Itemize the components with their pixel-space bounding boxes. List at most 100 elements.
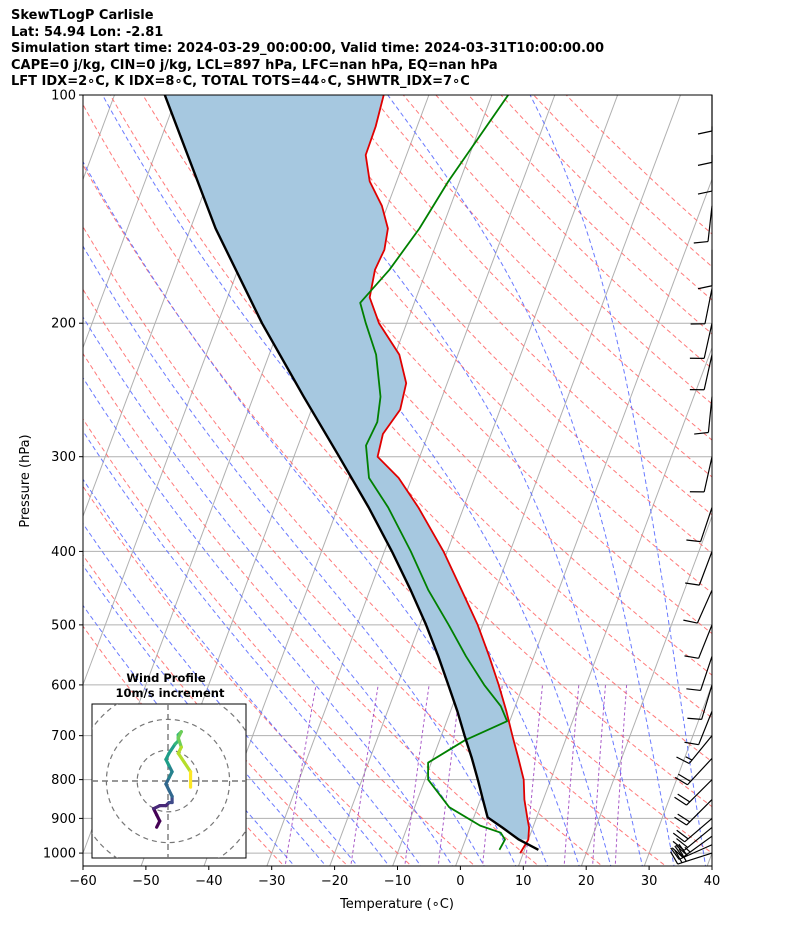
wind-barb — [697, 249, 713, 290]
wind-barb-staff — [707, 205, 713, 242]
isotherm-line — [517, 346, 712, 866]
wind-barb-staff — [703, 456, 713, 492]
moist-adiabat — [387, 95, 675, 866]
wind-barb-full — [677, 813, 691, 823]
wind-barb-full — [672, 840, 685, 851]
isotherm-line — [643, 683, 712, 866]
wind-barb-staff — [703, 323, 713, 359]
wind-barb — [697, 95, 713, 135]
wind-barb-full — [697, 130, 713, 135]
wind-barb — [690, 288, 713, 325]
wind-barb — [674, 799, 713, 826]
wind-barb-full — [697, 161, 713, 166]
y-tick-label: 1000 — [43, 847, 76, 862]
wind-barb-staff — [703, 354, 713, 390]
wind-barb — [687, 684, 713, 720]
wind-barb-full — [674, 850, 683, 864]
wind-barb — [689, 354, 713, 391]
wind-barb — [686, 656, 713, 692]
hodograph-trace-segment — [167, 742, 177, 755]
y-tick-label: 500 — [51, 618, 76, 633]
mixing-ratio-line — [284, 684, 317, 866]
wind-barb-staff — [683, 826, 713, 851]
wind-barb-staff — [704, 288, 713, 324]
y-tick-label: 400 — [51, 545, 76, 560]
moist-adiabat — [83, 376, 453, 866]
wind-barb — [671, 835, 713, 858]
time-line: Simulation start time: 2024-03-29_00:00:… — [11, 41, 604, 56]
hodograph-trace-segment — [176, 751, 186, 765]
mixing-ratio-line — [592, 684, 606, 866]
wind-barb-full — [676, 829, 689, 840]
x-tick-label: −30 — [258, 874, 285, 889]
wind-barbs — [670, 95, 713, 865]
sounding-series — [163, 95, 539, 854]
isotherm-line — [580, 514, 712, 866]
parcel-profile-line — [163, 95, 539, 851]
wind-barb-full — [674, 776, 688, 786]
wind-barb — [697, 126, 713, 166]
y-tick-label: 900 — [51, 812, 76, 827]
dry-adiabat — [83, 554, 349, 866]
wind-barb-full — [697, 285, 713, 290]
location-line: Lat: 54.94 Lon: -2.81 — [11, 24, 164, 40]
x-tick-label: −20 — [321, 874, 348, 889]
wind-barb-staff — [686, 799, 713, 826]
wind-barb-staff — [698, 624, 713, 659]
wind-barb — [672, 826, 713, 851]
wind-barb-full — [672, 832, 686, 843]
moist-adiabat — [83, 564, 327, 866]
wind-barb — [684, 711, 713, 746]
wind-barb-staff — [678, 844, 713, 860]
dry-adiabat — [207, 95, 712, 635]
wind-barb — [670, 848, 713, 865]
wind-barb-full — [674, 796, 687, 806]
wind-barb-full — [675, 844, 687, 856]
wind-barb-full — [683, 619, 698, 624]
dry-adiabat — [500, 95, 712, 301]
dry-adiabat — [305, 95, 712, 516]
hodograph-title: Wind Profile — [126, 671, 206, 685]
wind-barb-full — [671, 847, 684, 858]
moist-adiabat — [83, 478, 390, 866]
wind-barb-staff — [687, 757, 713, 786]
wind-barb-full — [676, 838, 689, 848]
wind-barb-staff — [698, 551, 713, 586]
chart-title: SkewTLogP Carlisle — [11, 8, 154, 23]
dry-adiabat — [83, 288, 603, 866]
wind-barb-staff — [696, 589, 713, 624]
hodograph-inset: Wind Profile 10m/s increment — [91, 671, 247, 859]
wind-barb — [674, 779, 713, 806]
wind-barb-staff — [700, 656, 713, 691]
y-tick-label: 700 — [51, 729, 76, 744]
x-tick-label: 40 — [704, 874, 721, 889]
hodograph-plot — [92, 704, 246, 858]
wind-barb-full — [674, 816, 687, 826]
y-tick-label: 200 — [51, 317, 76, 332]
wind-barb-staff — [700, 507, 713, 542]
wind-barb-staff — [677, 852, 713, 865]
wind-barb-staff — [698, 711, 713, 745]
wind-barb-full — [693, 240, 709, 244]
y-tick-label: 300 — [51, 450, 76, 465]
moist-adiabat — [529, 95, 707, 866]
isotherm-line — [329, 95, 619, 866]
wind-barb-full — [677, 793, 691, 803]
mixing-ratio-line — [350, 684, 379, 866]
wind-barb — [686, 507, 713, 543]
wind-barb-full — [684, 655, 699, 659]
wind-barb — [689, 323, 713, 359]
isotherm-line — [83, 95, 178, 350]
y-tick-label: 800 — [51, 773, 76, 788]
index-line: LFT IDX=2∘C, K IDX=8∘C, TOTAL TOTS=44∘C,… — [11, 74, 470, 89]
x-axis-label: Temperature (∘C) — [339, 897, 454, 912]
moist-adiabat — [83, 522, 359, 866]
wind-barb-staff — [707, 396, 713, 433]
wind-barb — [697, 155, 713, 195]
wind-barb-full — [677, 773, 691, 782]
dry-adiabat — [337, 95, 712, 478]
wind-barb — [683, 589, 713, 624]
wind-barb-full — [685, 582, 700, 586]
mixing-ratio-line — [614, 684, 628, 866]
